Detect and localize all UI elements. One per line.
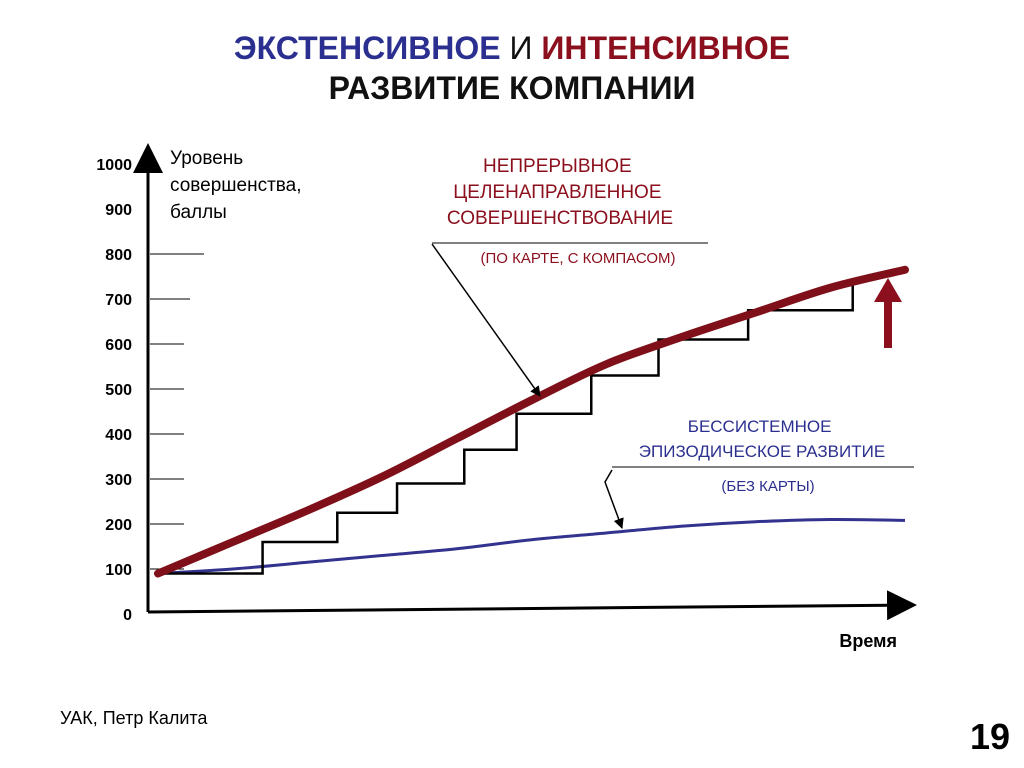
title-intensive: ИНТЕНСИВНОЕ bbox=[541, 30, 791, 66]
x-axis-label: Время bbox=[839, 631, 897, 651]
up-arrow-icon bbox=[874, 278, 902, 348]
y-tick-label: 200 bbox=[105, 517, 132, 534]
x-axis bbox=[147, 590, 917, 621]
extensive-annotation-note: (БЕЗ КАРТЫ) bbox=[721, 478, 814, 495]
title-and: И bbox=[509, 30, 533, 66]
y-tick-label: 300 bbox=[105, 472, 132, 489]
y-tick-label: 100 bbox=[105, 562, 132, 579]
y-tick-label: 800 bbox=[105, 247, 132, 264]
intensive-annotation-title: НЕПРЕРЫВНОЕ ЦЕЛЕНАПРАВЛЕННОЕ СОВЕРШЕНСТВ… bbox=[447, 156, 673, 229]
series-intensive-line bbox=[154, 265, 909, 578]
page-number: 19 bbox=[969, 716, 1010, 757]
y-tick-label: 600 bbox=[105, 337, 132, 354]
series-steps-line bbox=[158, 283, 854, 575]
title-line2: РАЗВИТИЕ КОМПАНИИ bbox=[328, 70, 696, 106]
footer-author: УАК, Петр Калита bbox=[60, 708, 208, 728]
series-extensive-line bbox=[157, 517, 906, 575]
y-tick-label: 1000 bbox=[96, 157, 132, 174]
extensive-annotation-title: БЕССИСТЕМНОЕ ЭПИЗОДИЧЕСКОЕ РАЗВИТИЕ bbox=[639, 417, 885, 461]
intensive-pointer bbox=[431, 243, 541, 397]
y-tick-label: 700 bbox=[105, 292, 132, 309]
y-ticks bbox=[150, 253, 204, 570]
slide-title: ЭКСТЕНСИВНОЕ И ИНТЕНСИВНОЕ РАЗВИТИЕ КОМП… bbox=[0, 28, 1024, 108]
y-axis-label: Уровень совершенства, баллы bbox=[170, 148, 307, 223]
intensive-annotation-note: (ПО КАРТЕ, С КОМПАСОМ) bbox=[480, 250, 675, 267]
y-tick-labels: 0 100 200 300 400 500 600 700 800 900 1000 bbox=[96, 157, 132, 624]
extensive-pointer bbox=[604, 469, 624, 529]
y-tick-label: 500 bbox=[105, 382, 132, 399]
y-tick-label: 0 bbox=[123, 607, 132, 624]
y-tick-label: 900 bbox=[105, 202, 132, 219]
title-extensive: ЭКСТЕНСИВНОЕ bbox=[233, 30, 501, 66]
y-tick-label: 400 bbox=[105, 427, 132, 444]
